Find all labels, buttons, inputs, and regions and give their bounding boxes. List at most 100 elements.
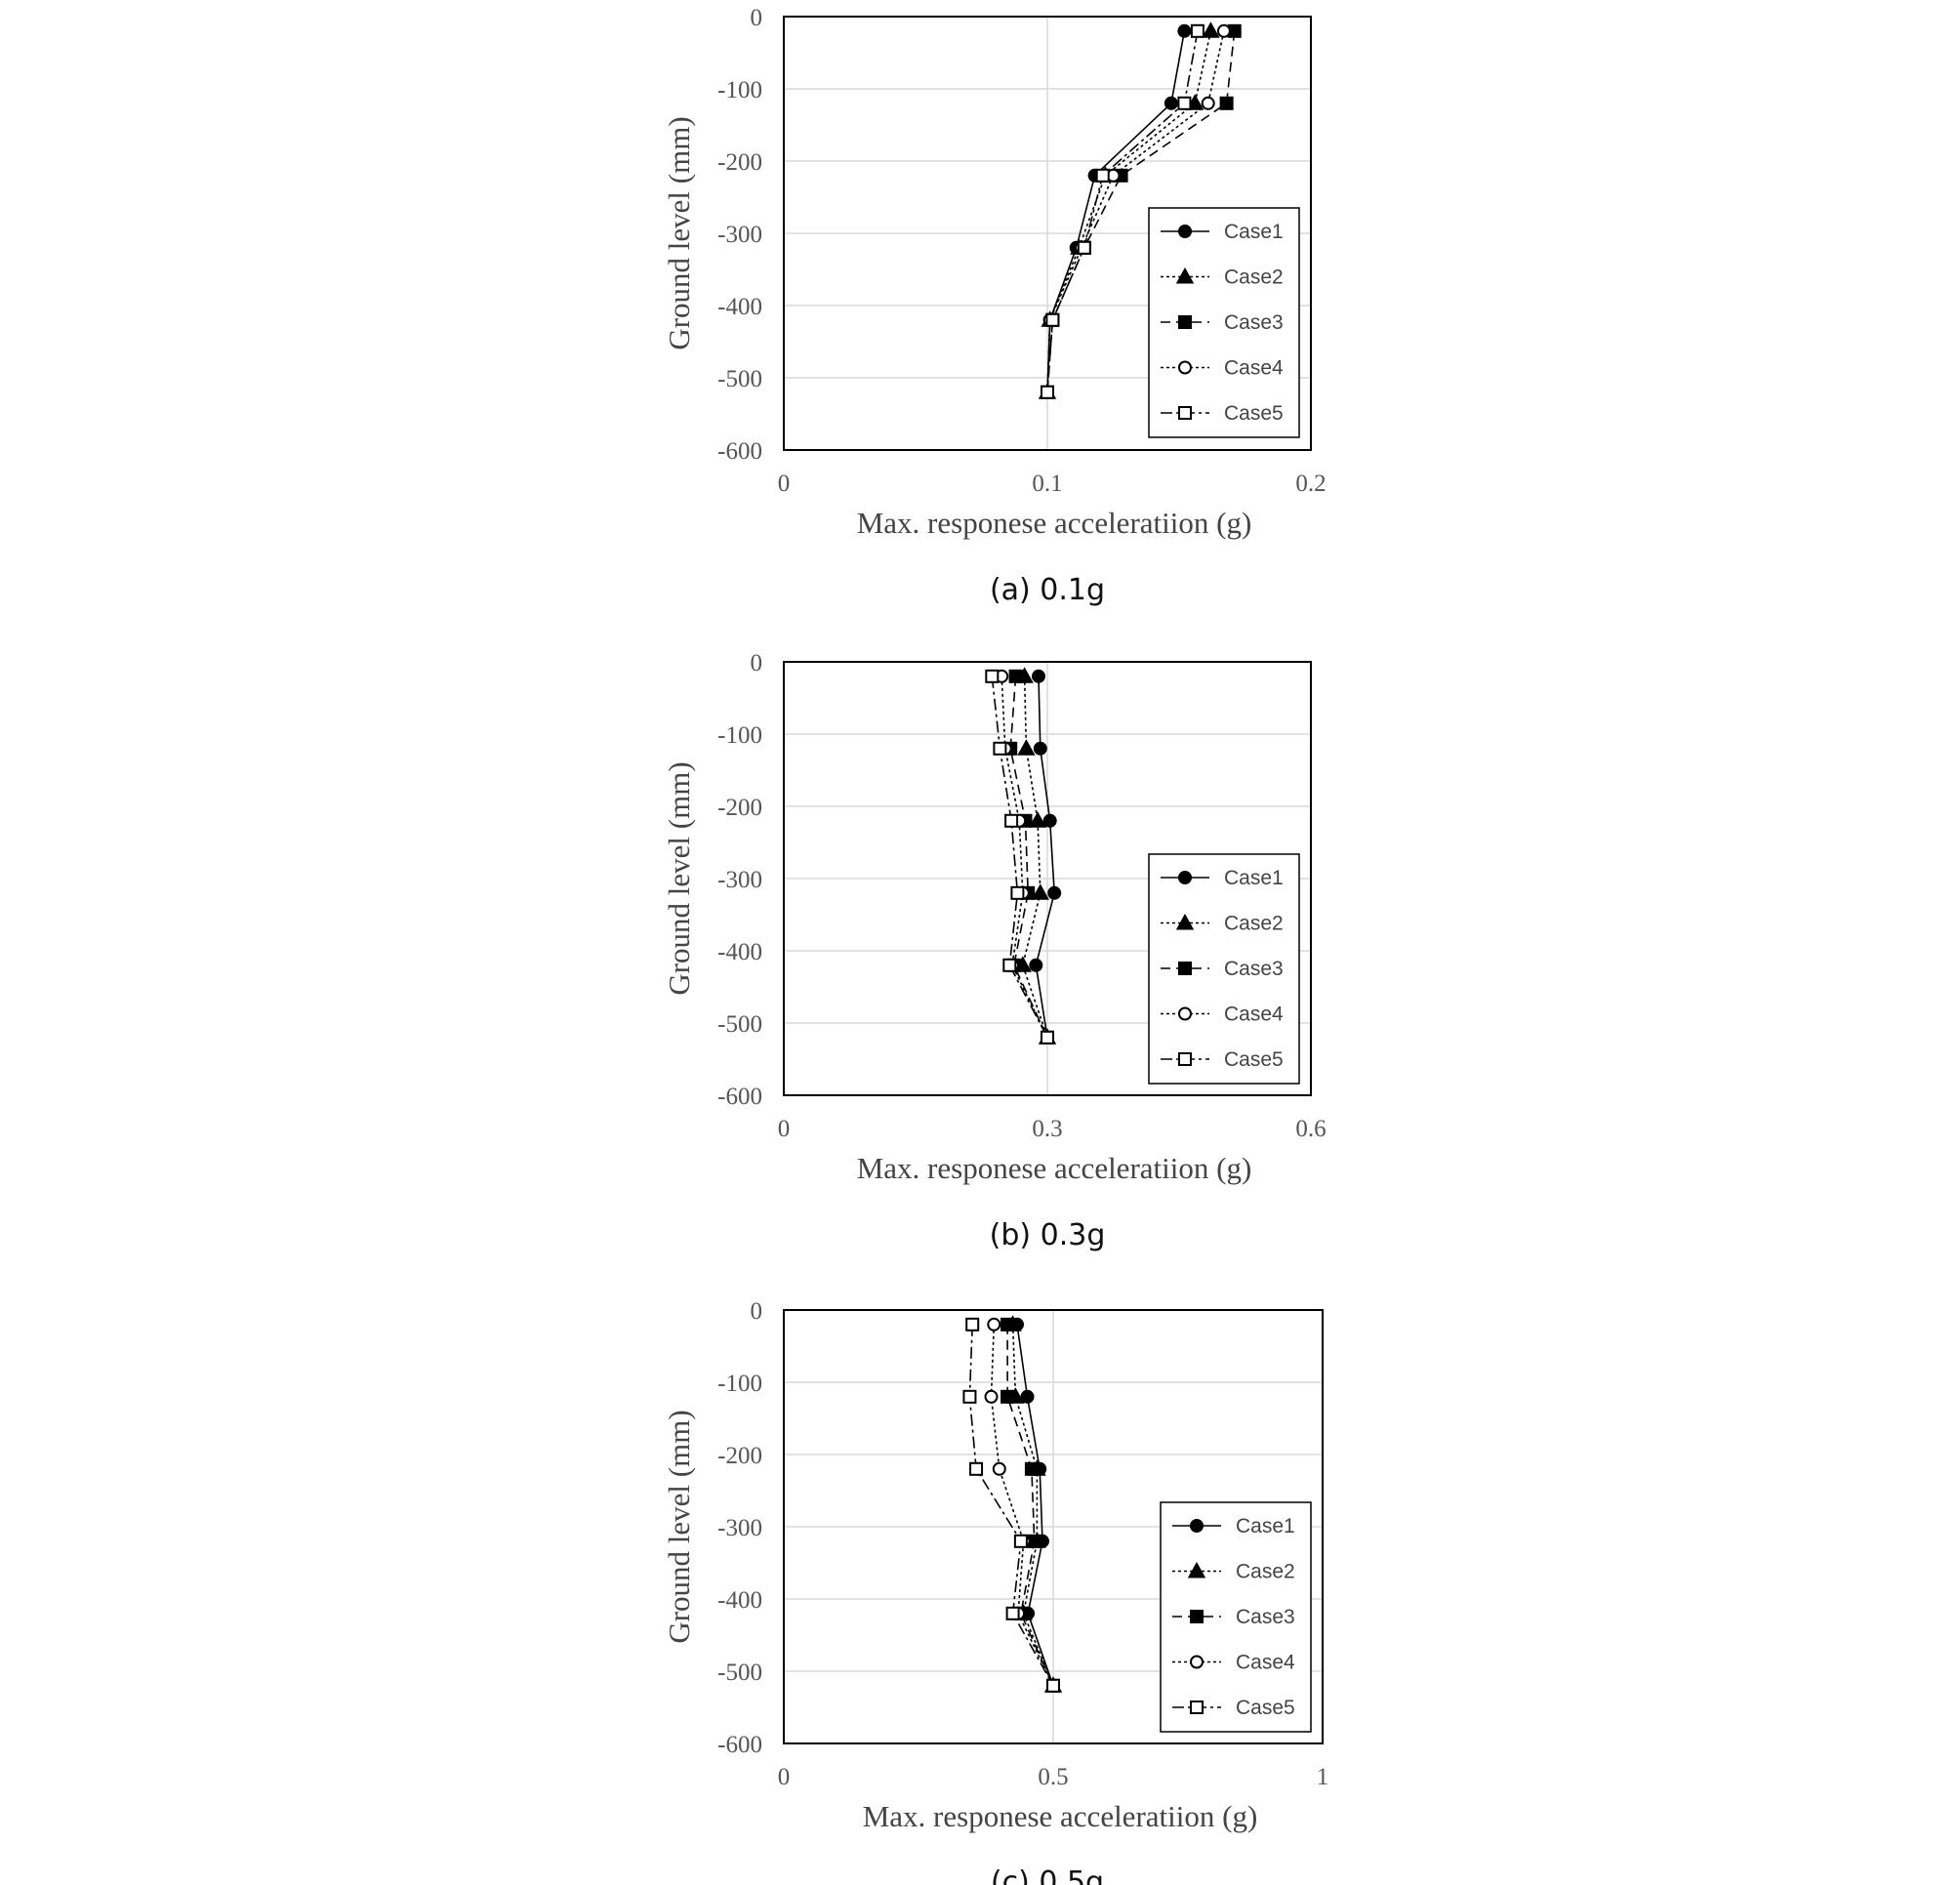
panel-caption: (a) 0.1g	[990, 573, 1105, 607]
legend-marker	[1175, 266, 1195, 284]
y-tick-label: -500	[717, 1660, 762, 1686]
legend-marker	[1178, 962, 1192, 975]
x-tick-label: 0	[778, 1116, 791, 1142]
series-line	[1046, 30, 1236, 392]
y-tick-label: -400	[717, 939, 762, 965]
y-tick-label: -600	[717, 438, 762, 465]
series-line	[990, 1324, 1054, 1687]
panel-caption: (c) 0.5g	[991, 1865, 1104, 1885]
legend-box	[1160, 1501, 1312, 1733]
y-tick-label: -400	[717, 1587, 762, 1614]
data-point	[1046, 1678, 1060, 1693]
data-point	[1013, 1534, 1028, 1548]
y-axis-title: Ground level (mm)	[662, 116, 696, 349]
data-point	[1010, 885, 1025, 900]
data-point	[1020, 1389, 1035, 1404]
x-tick-label: 1	[1317, 1764, 1329, 1790]
legend-marker	[1175, 913, 1195, 930]
data-point	[1177, 23, 1192, 38]
series-Case3	[1003, 669, 1054, 1045]
data-point	[1216, 23, 1231, 38]
data-point	[1042, 813, 1057, 828]
y-tick-label: -100	[717, 1371, 762, 1397]
plot-area	[783, 16, 1312, 451]
legend-marker	[1178, 315, 1192, 329]
data-point	[987, 1317, 1001, 1332]
x-tick-label: 0	[778, 1764, 791, 1790]
plot-area	[783, 661, 1312, 1096]
legend-label: Case2	[1236, 1561, 1295, 1583]
series-line	[968, 1324, 1054, 1687]
legend-marker	[1178, 1052, 1192, 1066]
y-tick-label: -300	[717, 867, 762, 893]
x-tick-label: 0.6	[1295, 1116, 1326, 1142]
data-point	[962, 1389, 977, 1404]
legend-label: Case2	[1224, 266, 1284, 289]
data-point	[965, 1317, 980, 1332]
legend-label: Case5	[1236, 1697, 1295, 1719]
legend-label: Case4	[1224, 1004, 1284, 1026]
data-point	[1041, 385, 1054, 399]
legend-marker	[1178, 406, 1192, 420]
legend-marker	[1190, 1701, 1204, 1714]
series-line	[1046, 30, 1186, 392]
data-point	[1202, 21, 1220, 38]
y-tick-label: -500	[717, 366, 762, 392]
legend-label: Case1	[1224, 867, 1284, 889]
data-point	[1095, 168, 1110, 183]
legend-marker	[1178, 360, 1192, 375]
series-line	[1011, 1324, 1054, 1687]
series-Case4	[984, 1317, 1060, 1693]
series-Case2	[1003, 1315, 1063, 1693]
data-point	[1017, 739, 1036, 756]
legend-label: Case1	[1236, 1515, 1295, 1537]
y-tick-label: -500	[717, 1011, 762, 1038]
chart-panel-3: 0 -100 -200 -300 -400 -500 -600 0 0.5 1 Max. respo…	[662, 1298, 1328, 1885]
chart-panel-2: 0 -100 -200 -300 -400 -500 -600 0 0.3 0.6 Max. res…	[662, 650, 1327, 1252]
y-tick-label: 0	[751, 650, 763, 676]
y-axis-title: Ground level (mm)	[662, 1410, 696, 1643]
data-point	[1186, 94, 1205, 110]
legend-label: Case3	[1224, 311, 1284, 334]
x-tick-label: 0.3	[1032, 1116, 1062, 1142]
data-point	[1047, 885, 1062, 900]
y-tick-label: -300	[717, 222, 762, 248]
data-point	[1041, 1030, 1054, 1045]
legend-label: Case5	[1224, 402, 1284, 425]
series-line	[1009, 676, 1048, 1039]
series-Case5	[962, 1317, 1060, 1693]
y-tick-label: -200	[717, 795, 762, 821]
legend-label: Case2	[1224, 913, 1284, 935]
x-tick-label: 0	[778, 471, 791, 497]
data-point	[1190, 23, 1205, 38]
data-point	[1031, 883, 1049, 900]
data-point	[1004, 813, 1019, 828]
legend-marker	[1178, 871, 1192, 884]
legend: Case1 Case2 Case3 Case4 Case5	[1160, 1501, 1312, 1733]
data-point	[1077, 240, 1091, 255]
series-line	[991, 676, 1048, 1039]
legend: Case1 Case2 Case3 Case4 Case5	[1148, 853, 1300, 1085]
data-point	[993, 741, 1007, 756]
data-point	[1219, 96, 1234, 110]
plot-area	[783, 1309, 1324, 1744]
legend-label: Case1	[1224, 221, 1284, 243]
series-Case5	[985, 669, 1054, 1045]
legend-box	[1148, 207, 1300, 438]
series-line	[1021, 676, 1048, 1039]
data-point	[1002, 958, 1017, 972]
data-point	[1164, 96, 1178, 110]
series-Case5	[1041, 23, 1205, 399]
x-axis-title: Max. responese acceleratiion (g)	[857, 1151, 1252, 1185]
legend-marker	[1190, 1519, 1204, 1533]
panel-caption: (b) 0.3g	[990, 1218, 1106, 1252]
y-axis-title: Ground level (mm)	[662, 761, 696, 995]
y-tick-label: -600	[717, 1084, 762, 1110]
y-tick-label: 0	[751, 1298, 763, 1325]
legend-label: Case4	[1224, 357, 1284, 380]
y-tick-label: -200	[717, 149, 762, 176]
data-point	[1000, 1317, 1015, 1332]
data-point	[1028, 811, 1047, 828]
x-tick-label: 0.2	[1295, 471, 1326, 497]
y-tick-label: -100	[717, 77, 762, 103]
